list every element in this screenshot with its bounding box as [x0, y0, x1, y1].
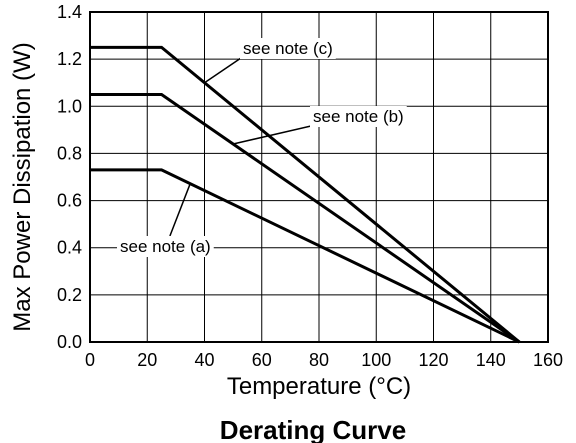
note-label: see note (c) — [243, 39, 333, 58]
y-tick-label: 1.4 — [57, 2, 82, 22]
y-tick-label: 0.4 — [57, 238, 82, 258]
x-tick-label: 100 — [361, 350, 391, 370]
grid-lines — [90, 12, 548, 342]
note-label-background — [310, 106, 407, 127]
series-line — [90, 45, 521, 344]
series-line — [90, 168, 521, 344]
y-tick-label: 1.2 — [57, 49, 82, 69]
x-tick-label: 140 — [476, 350, 506, 370]
note-leader-lines — [169, 57, 312, 237]
y-tick-label: 0.2 — [57, 285, 82, 305]
y-tick-label: 0.8 — [57, 143, 82, 163]
x-tick-label: 60 — [252, 350, 272, 370]
x-tick-label: 20 — [137, 350, 157, 370]
note-leader-line — [169, 183, 191, 237]
note-label-background — [117, 236, 214, 257]
note-leader-line — [232, 125, 312, 145]
x-axis-label: Temperature (°C) — [227, 373, 411, 400]
plot-frame — [89, 11, 549, 343]
series-lines — [90, 45, 521, 344]
y-tick-label: 0.0 — [57, 332, 82, 352]
y-tick-labels: 0.0 0.2 0.4 0.6 0.8 1.0 1.2 1.4 — [57, 2, 82, 352]
chart-title: Derating Curve — [220, 415, 406, 443]
x-tick-labels: 0 20 40 60 80 100 120 140 160 — [85, 350, 563, 370]
note-leader-line — [204, 57, 242, 84]
x-tick-label: 0 — [85, 350, 95, 370]
x-tick-label: 80 — [309, 350, 329, 370]
x-tick-label: 160 — [533, 350, 563, 370]
y-axis-label: Max Power Dissipation (W) — [9, 42, 36, 331]
note-label: see note (a) — [120, 237, 211, 256]
note-label: see note (b) — [313, 107, 404, 126]
series-line — [90, 93, 521, 344]
y-tick-label: 0.6 — [57, 191, 82, 211]
note-labels: see note (c) see note (b) see note (a) — [117, 38, 407, 257]
note-label-background — [240, 38, 336, 59]
y-tick-label: 1.0 — [57, 96, 82, 116]
x-tick-label: 120 — [418, 350, 448, 370]
x-tick-label: 40 — [194, 350, 214, 370]
